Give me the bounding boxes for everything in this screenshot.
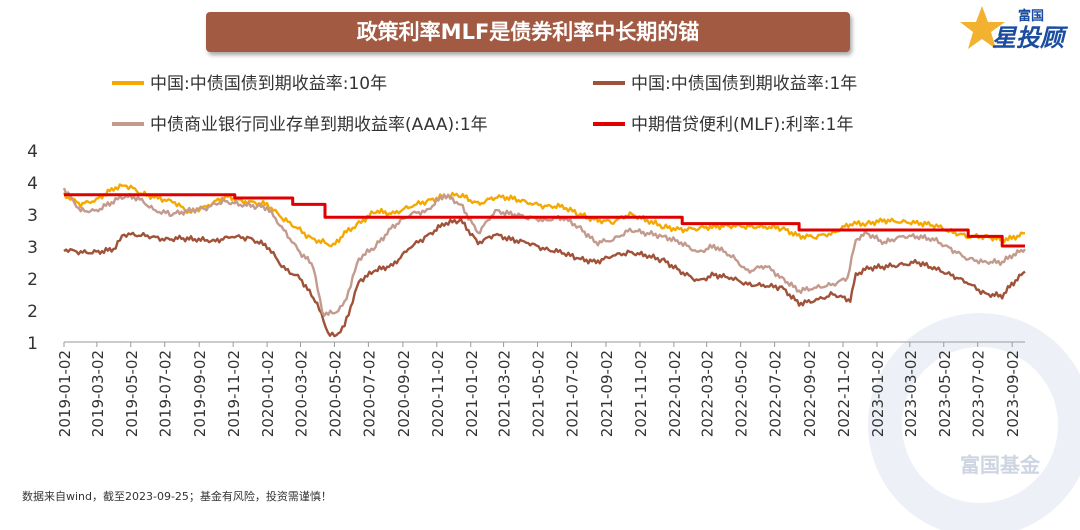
x-tick-label: 2022-03-02	[699, 350, 717, 437]
legend-label: 中国:中债国债到期收益率:1年	[631, 74, 857, 94]
x-tick-label: 2023-07-02	[970, 350, 988, 437]
y-tick-label: 2	[27, 302, 38, 322]
chart-title: 政策利率MLF是债券利率中长期的锚	[206, 12, 850, 52]
x-tick-label: 2020-05-02	[326, 350, 344, 437]
source-note: 数据来自wind，截至2023-09-25；基金有风险，投资需谨慎！	[22, 490, 332, 503]
brand-main-text: 星投顾	[992, 24, 1069, 52]
series-line-2	[63, 217, 1026, 338]
x-tick-label: 2022-05-02	[733, 350, 751, 437]
x-tick-label: 2019-11-02	[225, 350, 243, 437]
x-tick-label: 2020-03-02	[292, 350, 310, 437]
chart-area: 中国:中债国债到期收益率:10年 中国:中债国债到期收益率:1年中债商业银行同业存…	[27, 74, 1026, 437]
legend-label: 中期借贷便利(MLF):利率:1年	[631, 115, 853, 135]
y-tick-label: 4	[27, 142, 38, 162]
x-axis: 2019-01-02 2019-03-02 2019-05-02 2019-07-02…	[56, 341, 1025, 437]
y-tick-label: 3	[27, 206, 38, 226]
x-tick-label: 2021-03-02	[496, 350, 514, 437]
x-tick-label: 2020-09-02	[395, 350, 413, 437]
x-tick-label: 2021-09-02	[598, 350, 616, 437]
x-tick-label: 2023-05-02	[936, 350, 954, 437]
y-tick-label: 4	[27, 174, 38, 194]
x-tick-label: 2023-01-02	[869, 350, 887, 437]
x-tick-label: 2021-07-02	[563, 350, 581, 437]
watermark-text: 富国基金	[960, 453, 1041, 477]
x-tick-label: 2023-09-02	[1004, 350, 1022, 437]
x-tick-label: 2022-11-02	[835, 350, 853, 437]
x-tick-label: 2020-11-02	[429, 350, 447, 437]
brand-top-text: 富国	[1018, 8, 1044, 24]
y-tick-label: 3	[27, 238, 38, 258]
y-tick-label: 2	[27, 270, 38, 290]
x-tick-label: 2019-07-02	[157, 350, 175, 437]
y-tick-label: 1	[27, 334, 38, 354]
legend-label: 中债商业银行同业存单到期收益率(AAA):1年	[150, 115, 488, 135]
x-tick-label: 2019-09-02	[191, 350, 209, 437]
x-tick-label: 2022-07-02	[767, 350, 785, 437]
series-line-4	[64, 193, 1025, 248]
x-tick-label: 2021-05-02	[530, 350, 548, 437]
brand-star-icon	[960, 6, 1005, 49]
x-tick-label: 2021-11-02	[632, 350, 650, 437]
y-axis: 4 4 3 3 2 2 1	[27, 142, 38, 354]
x-tick-label: 2020-07-02	[360, 350, 378, 437]
legend: 中国:中债国债到期收益率:10年 中国:中债国债到期收益率:1年中债商业银行同业存…	[112, 74, 857, 135]
x-tick-label: 2022-01-02	[666, 350, 684, 437]
x-tick-label: 2019-01-02	[56, 350, 74, 437]
x-tick-label: 2019-05-02	[123, 350, 141, 437]
x-tick-label: 2022-09-02	[801, 350, 819, 437]
x-tick-label: 2021-01-02	[463, 350, 481, 437]
x-tick-label: 2023-03-02	[902, 350, 920, 437]
plot-series	[62, 183, 1026, 338]
series-line-3	[62, 187, 1026, 317]
x-tick-label: 2020-01-02	[259, 350, 277, 437]
brand-logo: 富国 星投顾	[960, 6, 1069, 52]
legend-label: 中国:中债国债到期收益率:10年	[150, 74, 387, 94]
x-tick-label: 2019-03-02	[89, 350, 107, 437]
